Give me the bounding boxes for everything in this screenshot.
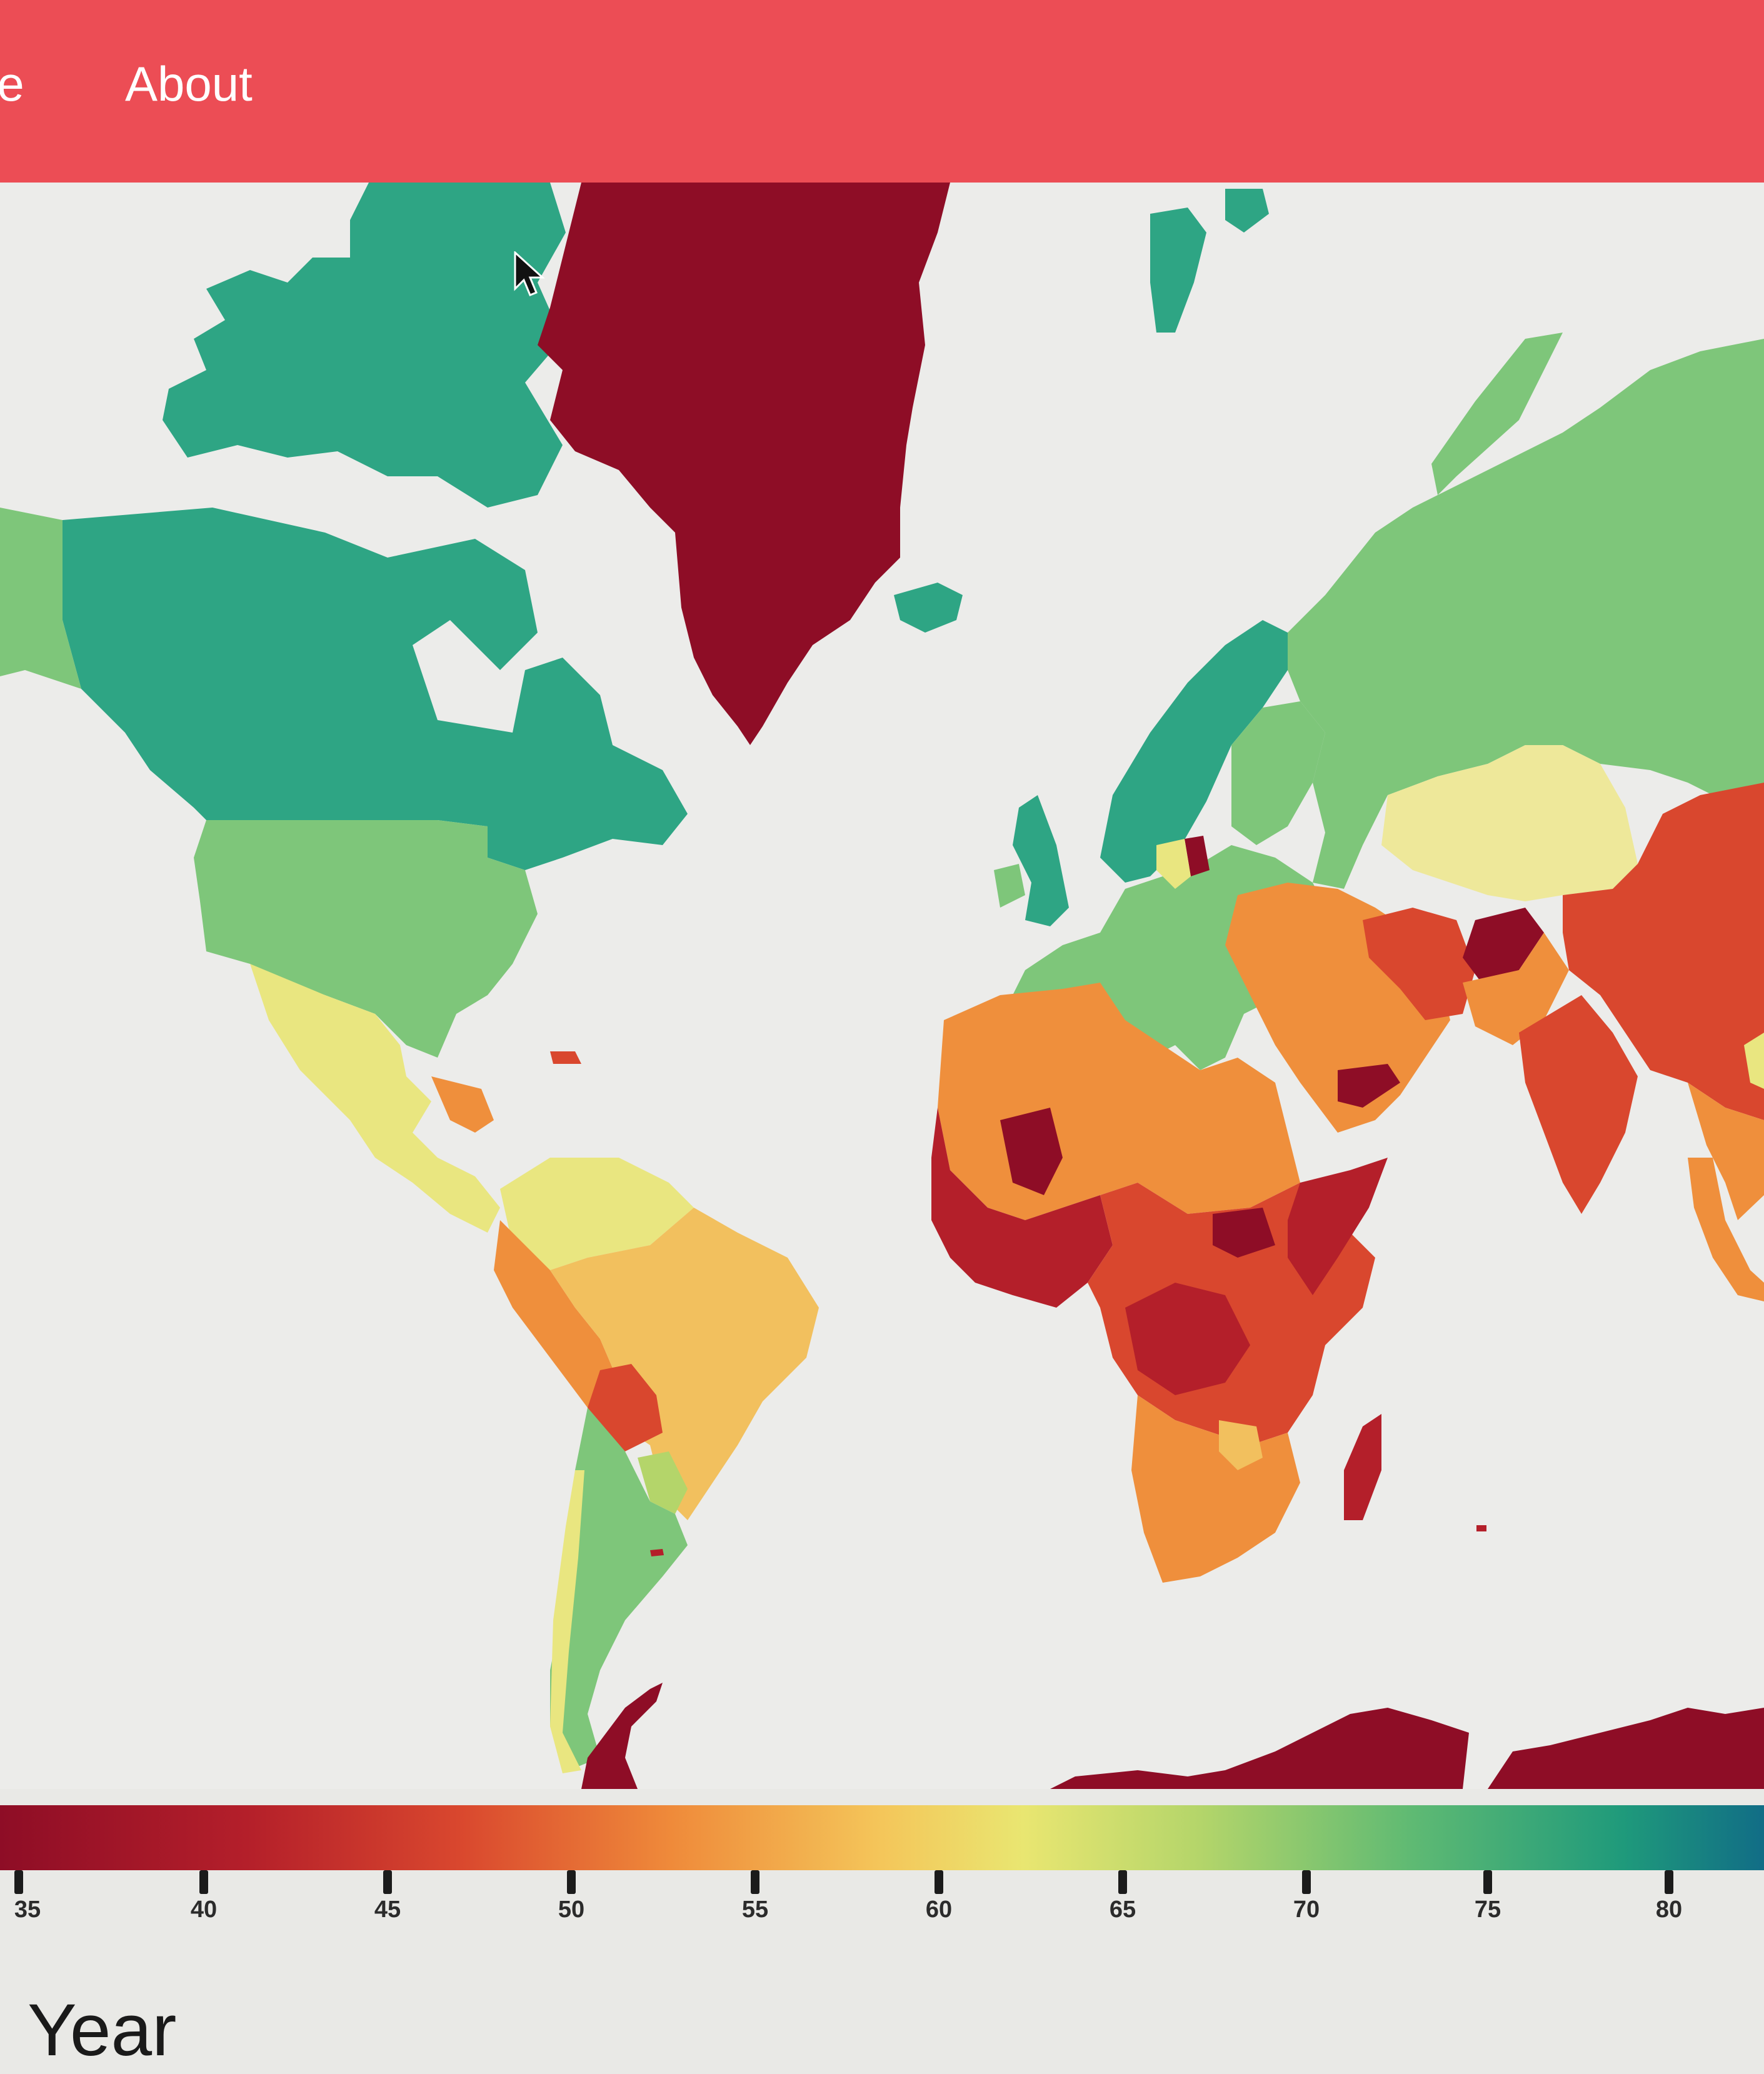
legend-tick: [935, 1870, 943, 1894]
territory-svalbard[interactable]: [1150, 208, 1206, 333]
legend-tick-label: 35: [14, 1896, 41, 1923]
country-iceland[interactable]: [894, 583, 963, 633]
legend-tick-label: 50: [558, 1896, 585, 1923]
continent-antarctica-peninsula[interactable]: [581, 1683, 663, 1789]
country-argentina-chile[interactable]: [550, 1408, 688, 1770]
continent-antarctica[interactable]: [1050, 1708, 1764, 1789]
country-south-sudan[interactable]: [1213, 1208, 1275, 1258]
country-china[interactable]: [1563, 783, 1764, 1120]
country-usa-alaska[interactable]: [0, 508, 81, 689]
legend-tick-label: 65: [1109, 1896, 1136, 1923]
region-southern-africa[interactable]: [1131, 1395, 1300, 1583]
country-serbia[interactable]: [1185, 836, 1210, 876]
country-afghanistan[interactable]: [1463, 908, 1544, 983]
world-map-svg: [0, 183, 1764, 1789]
legend-tick: [751, 1870, 759, 1894]
legend-tick: [14, 1870, 23, 1894]
country-ireland[interactable]: [994, 864, 1025, 908]
legend-tick: [199, 1870, 208, 1894]
country-scandinavia[interactable]: [1100, 620, 1288, 883]
legend-tick: [1302, 1870, 1311, 1894]
color-scale-axis: 35 40 45 50 55 60 65 70 75 80: [0, 1870, 1764, 1939]
country-balkans[interactable]: [1156, 839, 1191, 889]
region-north-africa[interactable]: [938, 983, 1300, 1220]
country-russia[interactable]: [1288, 339, 1764, 889]
legend-tick-label: 70: [1293, 1896, 1320, 1923]
territory-kerguelen[interactable]: [1476, 1525, 1486, 1531]
country-philippines-east[interactable]: [1744, 1033, 1764, 1089]
region-southeast-asia[interactable]: [1688, 1083, 1764, 1220]
territory-novaya-zemlya[interactable]: [1431, 333, 1563, 495]
country-india[interactable]: [1519, 995, 1638, 1214]
region-west-africa[interactable]: [931, 1108, 1113, 1308]
country-drc[interactable]: [1125, 1283, 1250, 1395]
country-yemen[interactable]: [1338, 1064, 1400, 1108]
territory-svalbard-east[interactable]: [1225, 189, 1269, 233]
nav-home-link[interactable]: ne: [0, 56, 24, 111]
country-paraguay[interactable]: [638, 1451, 688, 1514]
color-scale-bar: [0, 1805, 1764, 1870]
legend-tick: [383, 1870, 392, 1894]
legend-tick-label: 80: [1655, 1896, 1683, 1923]
legend-tick: [1118, 1870, 1127, 1894]
country-finland[interactable]: [1231, 701, 1325, 845]
region-malay-peninsula[interactable]: [1688, 1158, 1764, 1301]
nav-about-link[interactable]: About: [125, 56, 253, 111]
legend-tick-label: 40: [190, 1896, 218, 1923]
country-haiti[interactable]: [550, 1051, 581, 1064]
country-peru[interactable]: [494, 1220, 619, 1408]
country-iran[interactable]: [1363, 908, 1475, 1020]
country-uk[interactable]: [1013, 795, 1069, 926]
country-usa[interactable]: [194, 820, 538, 1058]
top-navbar: ne About: [0, 0, 1764, 183]
country-brazil[interactable]: [550, 1208, 819, 1520]
country-central-america[interactable]: [431, 1076, 494, 1133]
year-slider-label: Year: [28, 1989, 177, 2071]
country-pakistan[interactable]: [1463, 933, 1569, 1045]
country-chile-coast[interactable]: [550, 1470, 584, 1773]
country-canada-arctic-islands[interactable]: [163, 183, 566, 508]
legend-tick-label: 60: [925, 1896, 953, 1923]
legend-tick: [1665, 1870, 1673, 1894]
legend-tick-label: 45: [374, 1896, 401, 1923]
country-canada[interactable]: [63, 508, 688, 870]
region-horn-of-africa[interactable]: [1288, 1158, 1388, 1295]
country-greenland[interactable]: [538, 183, 950, 745]
country-colombia-venezuela[interactable]: [500, 1158, 694, 1270]
legend-tick: [567, 1870, 576, 1894]
legend-tick-label: 55: [741, 1896, 769, 1923]
country-madagascar[interactable]: [1344, 1414, 1381, 1520]
territory-falklands[interactable]: [650, 1549, 664, 1556]
country-mexico[interactable]: [250, 964, 500, 1233]
cursor-arrow-icon: [514, 251, 545, 296]
country-kazakhstan[interactable]: [1381, 745, 1638, 901]
world-map[interactable]: [0, 183, 1764, 1789]
country-zambia-zimbabwe[interactable]: [1219, 1420, 1263, 1470]
legend-tick: [1483, 1870, 1492, 1894]
legend-tick-label: 75: [1474, 1896, 1501, 1923]
country-mali[interactable]: [1000, 1108, 1063, 1195]
